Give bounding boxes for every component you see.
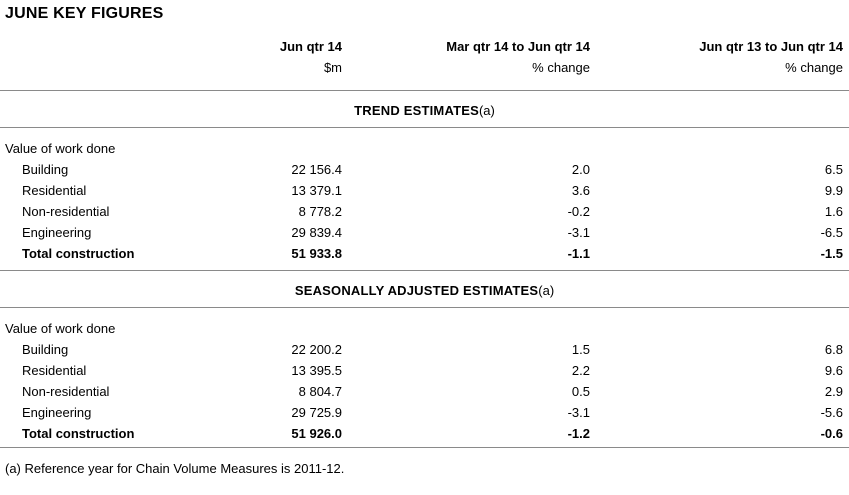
page-title: JUNE KEY FIGURES [5,5,164,22]
column-header-mar-to-jun: Mar qtr 14 to Jun qtr 14 [446,39,590,54]
section-heading-text: TREND ESTIMATES [354,103,479,118]
row-yr-change: 6.8 [824,342,843,357]
row-yr-change: -6.5 [820,225,843,240]
row-value: 8 778.2 [298,204,342,219]
row-label: Non-residential [22,384,110,399]
section-heading-footnote-marker: (a) [538,283,555,298]
row-label: Total construction [22,426,135,441]
section-heading-text: SEASONALLY ADJUSTED ESTIMATES [294,283,539,298]
row-value: 29 839.4 [291,225,342,240]
row-label: Engineering [22,405,92,420]
divider [0,127,849,128]
column-header-jun-qtr-14: Jun qtr 14 [279,39,342,54]
row-label: Residential [22,183,87,198]
table-row-total: Total construction 51 926.0 -1.2 -0.6 [0,423,849,444]
section-heading-footnote-marker: (a) [478,103,495,118]
row-value: 13 379.1 [291,183,342,198]
table-row: Engineering 29 725.9 -3.1 -5.6 [0,402,849,423]
unit-pct-change-qtr: % change [532,60,590,75]
row-value: 13 395.5 [291,363,342,378]
table-row: Residential 13 395.5 2.2 9.6 [0,360,849,381]
column-header-unit-row: $m % change % change [0,57,849,78]
row-value: 22 200.2 [291,342,342,357]
row-label: Residential [22,363,87,378]
group-row-value-of-work-done: Value of work done [0,138,849,159]
table-row: Building 22 200.2 1.5 6.8 [0,339,849,360]
row-value: 29 725.9 [291,405,342,420]
row-qtr-change: 3.6 [571,183,590,198]
table-row: Non-residential 8 778.2 -0.2 1.6 [0,201,849,222]
row-qtr-change: 2.0 [571,162,590,177]
row-yr-change: 6.5 [824,162,843,177]
divider [0,90,849,91]
row-yr-change: -5.6 [820,405,843,420]
column-headers: Jun qtr 14 Mar qtr 14 to Jun qtr 14 Jun … [0,36,849,78]
row-yr-change: 1.6 [824,204,843,219]
section-heading-trend: TREND ESTIMATES(a) [0,100,849,121]
table-row: Building 22 156.4 2.0 6.5 [0,159,849,180]
table-row-total: Total construction 51 933.8 -1.1 -1.5 [0,243,849,264]
row-label: Building [22,162,69,177]
header-spacer [0,36,182,57]
row-yr-change: -1.5 [820,246,843,261]
divider [0,447,849,448]
header-spacer [0,57,182,78]
row-label: Building [22,342,69,357]
row-qtr-change: -0.2 [567,204,590,219]
row-label: Engineering [22,225,92,240]
row-qtr-change: 1.5 [571,342,590,357]
row-value: 51 933.8 [291,246,342,261]
footnote: (a) Reference year for Chain Volume Meas… [5,461,345,476]
row-yr-change: 2.9 [824,384,843,399]
row-qtr-change: -1.1 [567,246,590,261]
row-value: 51 926.0 [291,426,342,441]
divider [0,270,849,271]
row-label: Total construction [22,246,135,261]
table-row: Residential 13 379.1 3.6 9.9 [0,180,849,201]
table-row: Non-residential 8 804.7 0.5 2.9 [0,381,849,402]
row-qtr-change: -1.2 [567,426,590,441]
row-value: 8 804.7 [298,384,342,399]
row-yr-change: -0.6 [820,426,843,441]
column-header-period-row: Jun qtr 14 Mar qtr 14 to Jun qtr 14 Jun … [0,36,849,57]
row-value: 22 156.4 [291,162,342,177]
unit-dollars-m: $m [323,60,342,75]
table-row: Engineering 29 839.4 -3.1 -6.5 [0,222,849,243]
key-figures-page: JUNE KEY FIGURES Jun qtr 14 Mar qtr 14 t… [0,6,849,495]
column-header-jun-to-jun: Jun qtr 13 to Jun qtr 14 [699,39,843,54]
group-label: Value of work done [5,321,116,336]
row-qtr-change: -3.1 [567,405,590,420]
divider [0,307,849,308]
row-qtr-change: 2.2 [571,363,590,378]
unit-pct-change-yr: % change [785,60,843,75]
section-heading-seasonally-adjusted: SEASONALLY ADJUSTED ESTIMATES(a) [0,280,849,301]
row-qtr-change: 0.5 [571,384,590,399]
row-label: Non-residential [22,204,110,219]
row-yr-change: 9.9 [824,183,843,198]
row-qtr-change: -3.1 [567,225,590,240]
row-yr-change: 9.6 [824,363,843,378]
group-row-value-of-work-done: Value of work done [0,318,849,339]
group-label: Value of work done [5,141,116,156]
